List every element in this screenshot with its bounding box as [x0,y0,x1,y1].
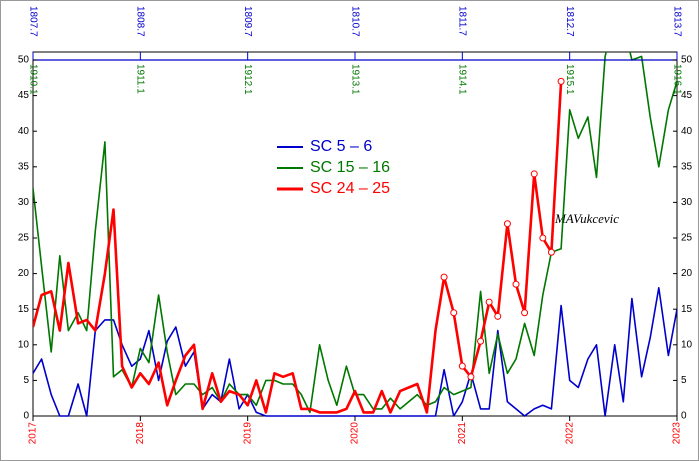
y-tick-label: 20 [18,268,30,279]
top-green-tick-label: 1911.1 [135,64,146,94]
point-marker [530,170,538,178]
point-marker [521,309,529,317]
top-blue-tick-label: 1813.7 [671,6,682,37]
annotation: MAVukcevic [554,211,619,226]
point-marker [440,273,448,281]
top-green-tick-label: 1912.1 [242,64,253,95]
point-marker [512,280,520,288]
y-tick-label-right: 0 [681,411,687,422]
top-blue-tick-label: 1810.7 [349,6,360,37]
legend-label: SC 15 – 16 [310,159,390,176]
x-tick-label: 2023 [672,422,683,445]
y-tick-label-right: 40 [681,126,693,137]
y-tick-label-right: 30 [681,197,693,208]
x-tick-label: 2019 [242,422,253,445]
point-marker [467,373,475,381]
point-marker [477,337,485,345]
x-tick-label: 2018 [135,422,146,445]
y-tick-label-right: 10 [681,339,693,350]
top-green-tick-label: 1914.1 [457,64,468,95]
y-tick-label-right: 45 [681,90,693,101]
plot-area [33,52,677,417]
y-tick-label: 45 [18,90,30,101]
point-marker [450,309,458,317]
y-tick-label-right: 35 [681,161,693,172]
y-tick-label: 40 [18,126,30,137]
point-marker [485,298,493,306]
y-tick-label-right: 25 [681,233,693,244]
x-tick-label: 2020 [350,422,361,445]
top-blue-tick-label: 1808.7 [135,6,146,37]
legend-label: SC 5 – 6 [310,138,372,155]
point-marker [557,77,565,85]
top-blue-tick-label: 1811.7 [457,6,468,36]
top-blue-tick-label: 1809.7 [242,6,253,37]
y-tick-label: 10 [18,339,30,350]
y-tick-label: 25 [18,233,30,244]
y-tick-label: 5 [23,375,29,386]
series-line [33,81,563,414]
top-green-tick-label: 1916.1 [671,64,682,95]
point-marker [547,248,555,256]
point-marker [494,312,502,320]
y-tick-label: 30 [18,197,30,208]
y-tick-label: 35 [18,161,30,172]
series-line [33,52,677,414]
x-tick-label: 2021 [457,422,468,445]
top-blue-tick-label: 1807.7 [27,6,38,37]
top-green-tick-label: 1915.1 [564,64,575,95]
y-tick-label-right: 15 [681,304,693,315]
y-tick-label: 50 [18,55,30,66]
point-marker [458,362,466,370]
point-marker [539,234,547,242]
x-tick-label: 2017 [28,422,39,445]
y-tick-label: 15 [18,304,30,315]
legend-label: SC 24 – 25 [310,180,390,197]
top-green-tick-label: 1910.1 [27,64,38,95]
x-tick-label: 2022 [564,422,575,445]
point-marker [503,220,511,228]
y-tick-label: 0 [23,411,29,422]
y-tick-label-right: 50 [681,55,693,66]
y-tick-label-right: 20 [681,268,693,279]
y-tick-label-right: 5 [681,375,687,386]
top-green-tick-label: 1913.1 [349,64,360,95]
top-blue-tick-label: 1812.7 [564,6,575,37]
